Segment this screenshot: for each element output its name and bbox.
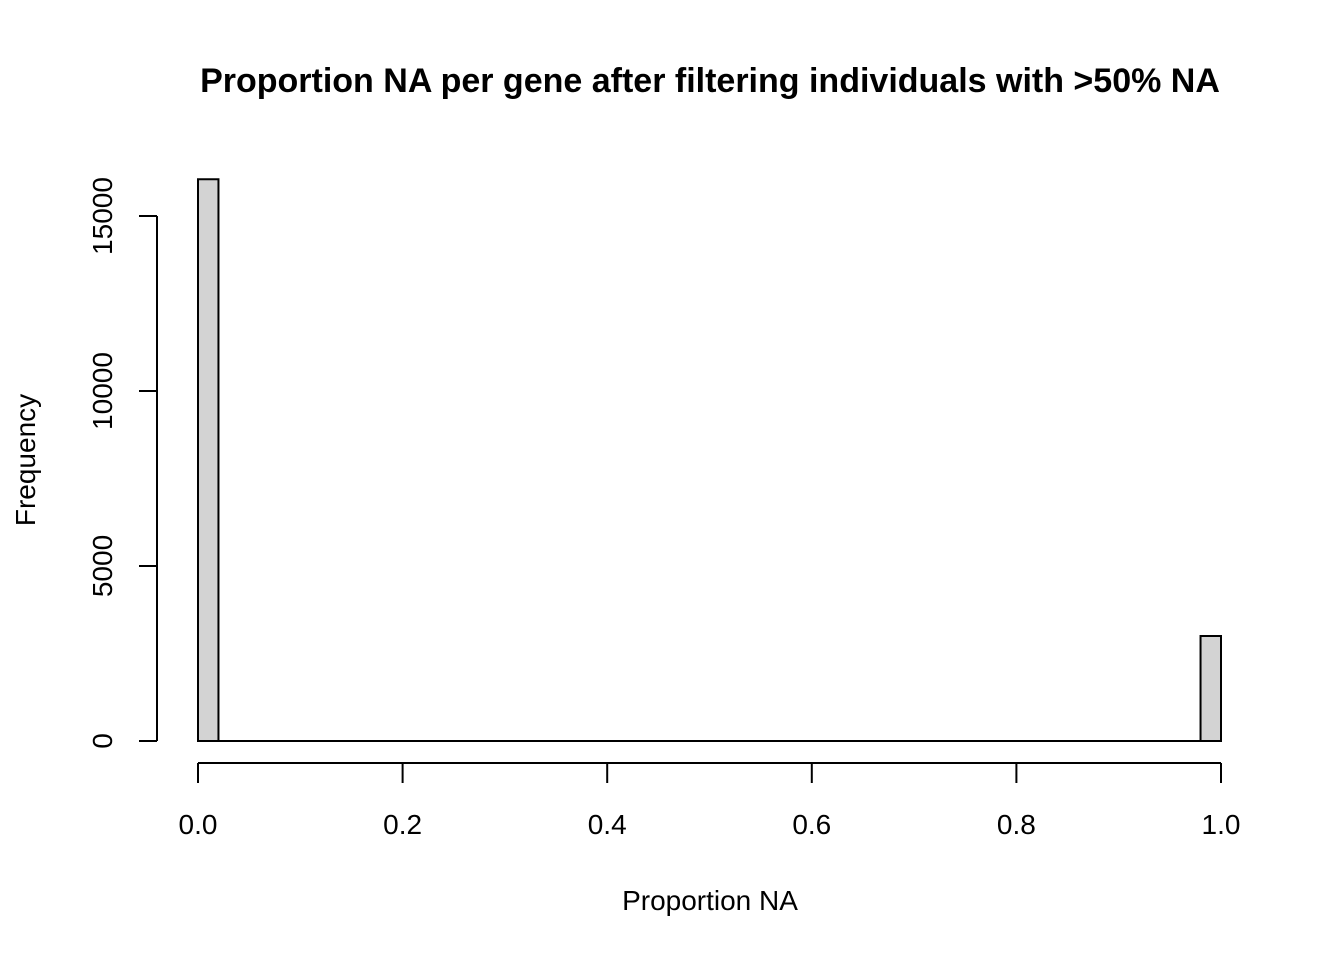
- y-tick-label: 15000: [87, 177, 118, 255]
- x-tick-label: 1.0: [1202, 809, 1241, 840]
- chart-title: Proportion NA per gene after filtering i…: [200, 62, 1220, 100]
- y-tick-label: 0: [87, 733, 118, 749]
- x-tick-label: 0.8: [997, 809, 1036, 840]
- y-tick-label: 5000: [87, 535, 118, 597]
- x-tick-label: 0.4: [588, 809, 627, 840]
- x-tick-label: 0.0: [179, 809, 218, 840]
- x-axis: 0.0 0.2 0.4 0.6 0.8 1.0: [179, 762, 1241, 840]
- histogram-bar: [197, 178, 220, 742]
- x-axis-label: Proportion NA: [622, 885, 798, 916]
- y-axis: 0 5000 10000 15000: [87, 177, 158, 749]
- y-tick-label: 10000: [87, 352, 118, 430]
- x-tick-label: 0.2: [383, 809, 422, 840]
- histogram-bars: [197, 178, 1223, 742]
- x-tick-label: 0.6: [792, 809, 831, 840]
- histogram-bar: [1199, 635, 1223, 742]
- y-axis-label: Frequency: [10, 394, 41, 526]
